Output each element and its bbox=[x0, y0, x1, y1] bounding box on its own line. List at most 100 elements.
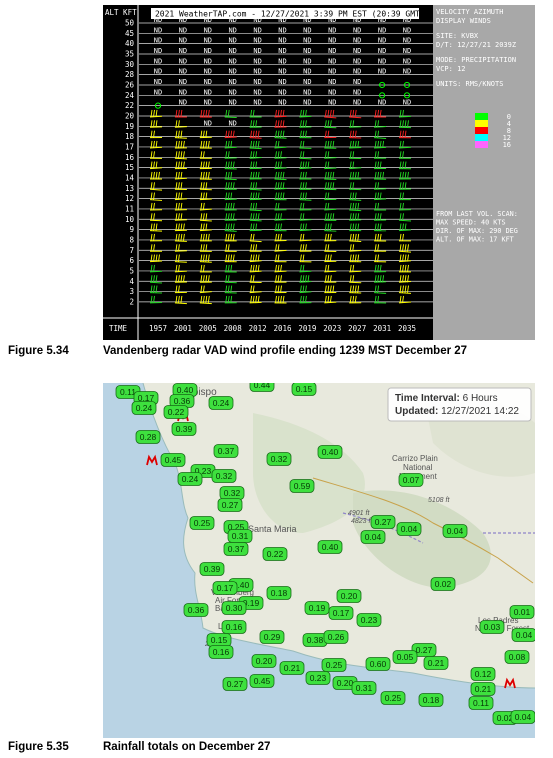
wind-barb bbox=[377, 192, 380, 200]
wind-barb bbox=[327, 254, 330, 262]
rainfall-value: 0.17 bbox=[138, 393, 155, 403]
wind-barb bbox=[153, 171, 155, 180]
wind-barb bbox=[302, 202, 305, 211]
wind-barb bbox=[155, 140, 158, 149]
no-data-label: ND bbox=[328, 16, 336, 24]
no-data-label: ND bbox=[204, 78, 212, 86]
legend-swatch bbox=[475, 113, 488, 120]
wind-barb bbox=[299, 161, 302, 169]
rainfall-badge bbox=[470, 682, 496, 696]
rainfall-value: 0.18 bbox=[423, 695, 440, 705]
wind-barb bbox=[252, 130, 255, 138]
wind-barb bbox=[177, 285, 180, 293]
wind-barb-staff bbox=[324, 116, 337, 119]
wind-barb bbox=[352, 254, 355, 262]
no-wind-marker bbox=[403, 92, 411, 99]
figure-caption: Rainfall totals on December 27 bbox=[103, 741, 271, 753]
wind-barb bbox=[302, 233, 305, 241]
wind-barb bbox=[207, 140, 210, 149]
wind-barb bbox=[227, 285, 230, 293]
wind-barb bbox=[175, 140, 178, 149]
no-data-label: ND bbox=[228, 57, 236, 65]
wind-barb bbox=[304, 120, 307, 128]
wind-barb bbox=[200, 244, 203, 252]
wind-barb bbox=[230, 171, 233, 180]
wind-barb bbox=[377, 171, 380, 180]
wind-barb bbox=[175, 213, 178, 221]
wind-barb bbox=[177, 233, 180, 241]
rainfall-value: 0.23 bbox=[310, 673, 327, 683]
wind-barb-staff bbox=[174, 157, 187, 160]
wind-barb bbox=[332, 140, 335, 149]
altitude-label: 13 bbox=[125, 184, 134, 193]
wind-barb bbox=[382, 171, 385, 180]
wind-barb bbox=[377, 182, 380, 190]
no-data-label: ND bbox=[353, 37, 361, 45]
wind-barb bbox=[324, 120, 327, 128]
wind-barb bbox=[280, 275, 282, 283]
wind-barb bbox=[299, 109, 302, 118]
wind-barb bbox=[255, 295, 258, 303]
rainfall-badge bbox=[217, 498, 243, 512]
altitude-label: 4 bbox=[129, 277, 134, 286]
wind-barb bbox=[402, 120, 404, 128]
no-data-label: ND bbox=[353, 88, 361, 96]
rainfall-badge bbox=[370, 515, 396, 529]
wind-barb bbox=[255, 151, 258, 159]
wind-barb bbox=[299, 285, 302, 293]
wind-barb bbox=[252, 202, 255, 211]
no-data-label: ND bbox=[353, 68, 361, 76]
wind-barb bbox=[275, 275, 277, 283]
altitude-label: 15 bbox=[125, 163, 134, 172]
rainfall-badge bbox=[221, 601, 247, 615]
wind-barb bbox=[250, 171, 253, 180]
wind-barb-staff bbox=[349, 250, 362, 252]
altitude-label: 14 bbox=[125, 173, 135, 182]
altitude-label: 24 bbox=[125, 91, 135, 100]
wind-barb bbox=[354, 295, 357, 303]
rainfall-badge bbox=[222, 677, 248, 691]
wind-barb bbox=[302, 213, 305, 221]
wind-barb bbox=[349, 192, 352, 200]
wind-barb bbox=[304, 192, 307, 200]
wind-barb bbox=[402, 295, 404, 303]
wind-barb bbox=[352, 171, 355, 180]
wind-barb bbox=[399, 264, 402, 272]
wind-barb bbox=[175, 151, 178, 159]
wind-barb-staff bbox=[324, 230, 337, 232]
wind-barb bbox=[354, 254, 357, 262]
rainfall-value: 0.18 bbox=[271, 588, 288, 598]
rainfall-value: 0.40 bbox=[322, 447, 339, 457]
wind-barb bbox=[150, 161, 153, 169]
legend-label: 4 bbox=[507, 120, 511, 128]
wind-barb bbox=[377, 285, 380, 293]
rainfall-value: 0.04 bbox=[515, 712, 532, 722]
rainfall-badge bbox=[212, 581, 238, 595]
no-data-label: ND bbox=[228, 119, 236, 127]
wind-barb bbox=[329, 213, 332, 221]
wind-barb bbox=[407, 171, 409, 180]
wind-barb bbox=[404, 120, 407, 128]
wind-barb bbox=[352, 192, 355, 200]
wind-barb bbox=[304, 275, 307, 283]
altitude-label: 35 bbox=[125, 49, 134, 58]
info-box bbox=[387, 387, 532, 422]
wind-barb bbox=[354, 223, 357, 231]
wind-barb-staff bbox=[398, 292, 412, 294]
wind-barb bbox=[374, 151, 377, 159]
panel-text: FROM LAST VOL. SCAN: bbox=[436, 210, 518, 218]
wind-barb bbox=[150, 120, 153, 128]
wind-barb bbox=[202, 223, 205, 231]
wind-barb bbox=[327, 140, 330, 149]
wind-barb bbox=[250, 130, 253, 138]
wind-barb bbox=[329, 285, 332, 293]
wind-barb bbox=[257, 192, 260, 200]
wind-barb bbox=[399, 223, 402, 231]
wind-barb bbox=[225, 264, 228, 272]
banner: © 2021 WeatherTAP.com - 12/27/2021 3:39 … bbox=[145, 10, 424, 19]
wind-barb bbox=[327, 223, 330, 231]
wind-barb bbox=[177, 244, 180, 252]
altitude-label: 28 bbox=[125, 70, 135, 79]
rainfall-badge bbox=[305, 671, 331, 685]
wind-barb bbox=[230, 223, 233, 231]
